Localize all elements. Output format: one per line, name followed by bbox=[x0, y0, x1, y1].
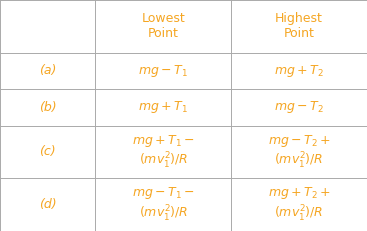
Text: $mg + T_1 -$
$(mv_1^2)/R$: $mg + T_1 -$ $(mv_1^2)/R$ bbox=[132, 133, 195, 171]
Text: (a): (a) bbox=[39, 64, 57, 77]
Text: (c): (c) bbox=[39, 146, 56, 158]
Text: $mg + T_1$: $mg + T_1$ bbox=[138, 99, 188, 116]
Text: $mg - T_1$: $mg - T_1$ bbox=[138, 63, 188, 79]
Text: $mg - T_2$: $mg - T_2$ bbox=[274, 99, 324, 116]
Text: $mg + T_2$: $mg + T_2$ bbox=[274, 63, 324, 79]
Text: Highest
Point: Highest Point bbox=[275, 12, 323, 40]
Text: $mg - T_1 -$
$(mv_1^2)/R$: $mg - T_1 -$ $(mv_1^2)/R$ bbox=[132, 185, 195, 224]
Text: (d): (d) bbox=[39, 198, 57, 211]
Text: $mg - T_2 +$
$(mv_1^2)/R$: $mg - T_2 +$ $(mv_1^2)/R$ bbox=[268, 133, 330, 171]
Text: (b): (b) bbox=[39, 101, 57, 114]
Text: Lowest
Point: Lowest Point bbox=[141, 12, 185, 40]
Text: $mg + T_2 +$
$(mv_1^2)/R$: $mg + T_2 +$ $(mv_1^2)/R$ bbox=[268, 185, 330, 224]
